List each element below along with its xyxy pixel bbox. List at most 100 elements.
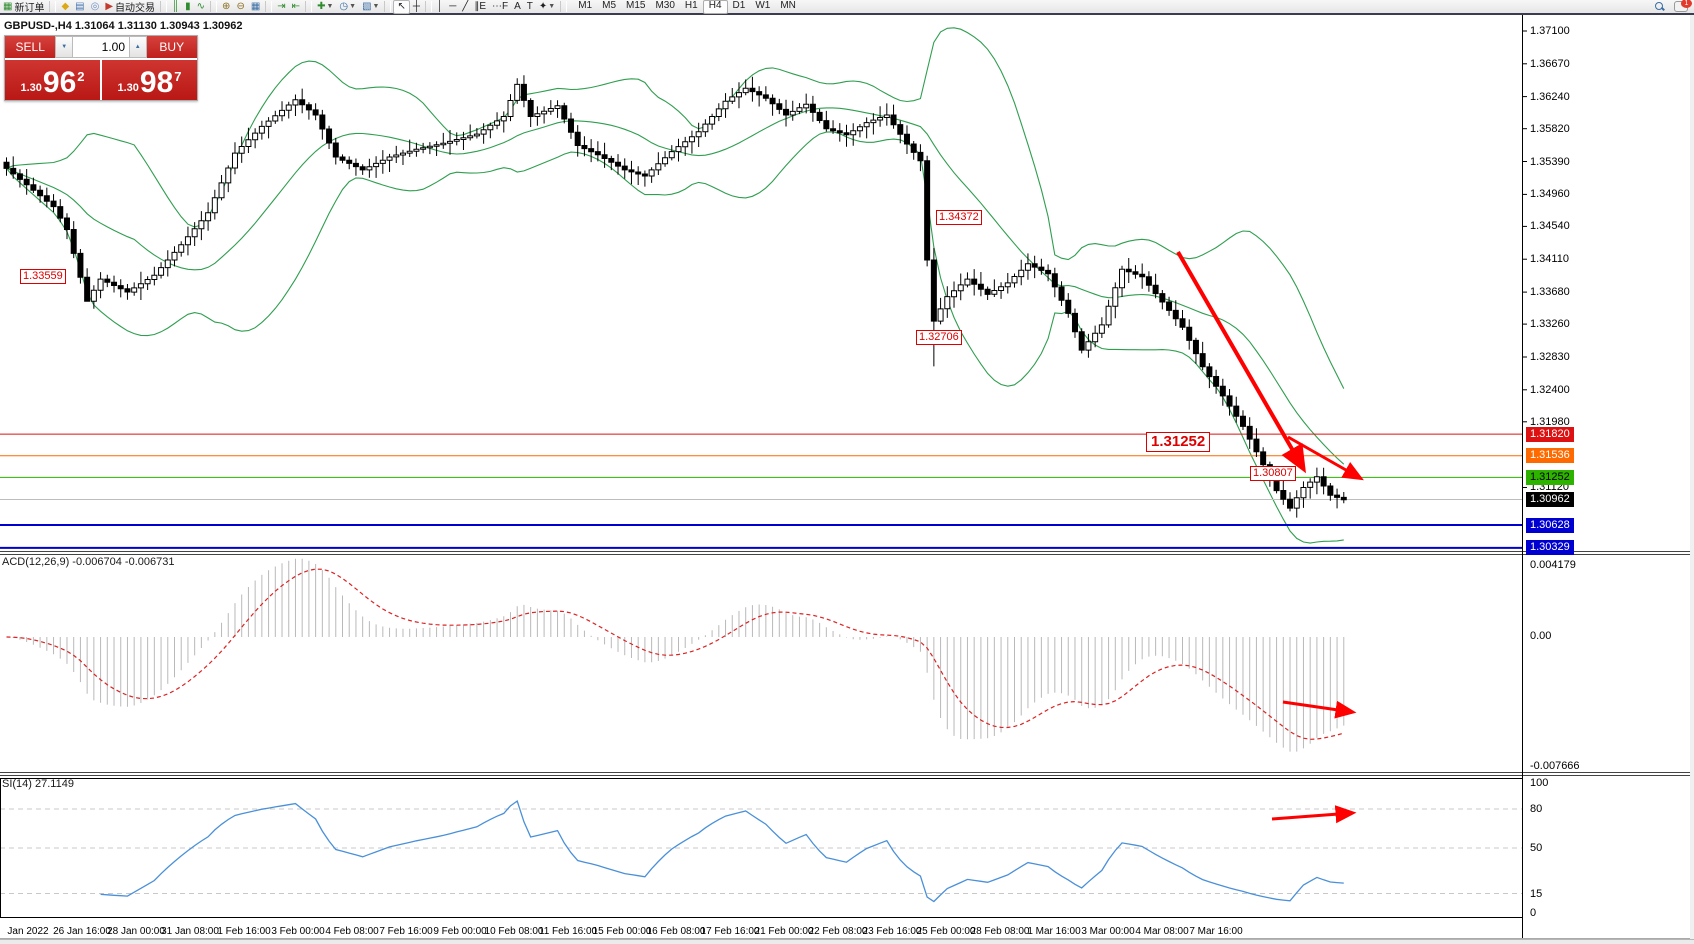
- timeframe-m15-button[interactable]: M15: [626, 0, 646, 11]
- toolbar-right: 1: [1655, 0, 1692, 12]
- crosshair-button[interactable]: ┼: [410, 1, 423, 13]
- text-button[interactable]: A: [511, 1, 524, 13]
- time-axis-label: 9 Feb 00:00: [433, 926, 487, 937]
- price-annotation[interactable]: 1.33559: [20, 269, 66, 284]
- chart-bars-button[interactable]: ║: [169, 1, 182, 13]
- volume-increase-button[interactable]: ▲: [129, 36, 147, 58]
- chart-bars-button-glyph: ║: [172, 0, 180, 12]
- rsi-axis-value: 80: [1530, 803, 1543, 815]
- toolbar-separator: [560, 1, 568, 12]
- timeframe-mn-button[interactable]: MN: [780, 0, 796, 11]
- new-order-button[interactable]: ▦ 新订单: [0, 0, 47, 15]
- rsi-indicator-label: SI(14) 27.1149: [2, 778, 74, 790]
- new-order-button-glyph: ▦: [3, 0, 13, 12]
- add-indicator-button-dropdown[interactable]: ▼: [326, 3, 334, 10]
- new-order-button-label: 新订单: [14, 3, 45, 14]
- fibonacci-button[interactable]: ⋯F: [489, 1, 511, 13]
- timeframe-m30-button[interactable]: M30: [655, 0, 675, 11]
- unread-count-badge: 1: [1681, 0, 1692, 8]
- time-axis-label: 31 Jan 08:00: [161, 926, 219, 937]
- buy-price-button[interactable]: 1.30 98 7: [102, 60, 197, 100]
- time-axis-label: 7 Mar 16:00: [1189, 926, 1243, 937]
- alerts-icon[interactable]: ◆: [58, 1, 72, 13]
- signals-icon[interactable]: ◎: [88, 1, 103, 13]
- auto-scroll-button[interactable]: ⇤: [289, 1, 303, 13]
- cursor-button[interactable]: ↖: [393, 0, 410, 14]
- vline-button[interactable]: │: [434, 1, 446, 13]
- time-axis-label: 7 Feb 16:00: [379, 926, 433, 937]
- period-button-dropdown[interactable]: ▼: [349, 3, 357, 10]
- vline-button-glyph: │: [436, 0, 444, 12]
- mailbox-icon-glyph: ▤: [75, 0, 85, 12]
- label-button[interactable]: T: [524, 1, 536, 13]
- timeframe-toolbar: M1 M5 M15 M30 H1 H4 D1 W1 MN: [573, 0, 801, 14]
- text-button-glyph: A: [514, 0, 521, 12]
- template-button[interactable]: ▧ ▼: [359, 1, 382, 13]
- trend-arrows[interactable]: [1176, 250, 1364, 824]
- autotrade-button-glyph: ▶: [105, 0, 114, 12]
- time-axis-label: 1 Mar 16:00: [1027, 926, 1081, 937]
- price-line-badge: 1.30962: [1526, 492, 1574, 508]
- timeframe-m5-button[interactable]: M5: [602, 0, 617, 11]
- chart-line-button[interactable]: ∿: [194, 1, 208, 13]
- mailbox-icon[interactable]: ▤: [72, 1, 87, 13]
- bottom-strip: [0, 939, 1694, 944]
- template-button-dropdown[interactable]: ▼: [372, 3, 380, 10]
- time-axis-label: 28 Jan 00:00: [107, 926, 165, 937]
- macd-axis-value: 0.00: [1530, 630, 1552, 642]
- auto-scroll-button-glyph: ⇤: [291, 0, 301, 12]
- volume-input[interactable]: [73, 36, 129, 58]
- channel-button[interactable]: ∥E: [471, 1, 489, 13]
- cursor-button-glyph: ↖: [397, 0, 406, 12]
- arrows-button-dropdown[interactable]: ▼: [548, 3, 556, 10]
- timeframe-d1-button[interactable]: D1: [732, 0, 746, 11]
- sell-price-main: 96: [42, 66, 77, 99]
- trendline-button[interactable]: ╱: [459, 1, 471, 13]
- tile-windows-button[interactable]: ▦: [248, 1, 263, 13]
- time-axis-label: 21 Feb 00:00: [754, 926, 814, 937]
- rsi-plot: [0, 799, 1522, 903]
- chart-shift-button[interactable]: ⇥: [274, 1, 288, 13]
- add-indicator-button[interactable]: ✚ ▼: [314, 1, 336, 13]
- timeframe-m1-button[interactable]: M1: [578, 0, 593, 11]
- bollinger-bands: [6, 27, 1345, 544]
- search-icon[interactable]: [1655, 2, 1664, 11]
- zoom-in-button[interactable]: ⊕: [219, 1, 233, 13]
- macd-plot: [6, 558, 1345, 752]
- one-click-trading-panel: GBPUSD-,H4 1.31064 1.31130 1.30943 1.309…: [4, 20, 243, 101]
- price-line-badge: 1.31252: [1526, 469, 1574, 485]
- period-button[interactable]: ◷ ▼: [336, 1, 359, 13]
- price-line-badge: 1.31820: [1526, 426, 1574, 442]
- price-annotation[interactable]: 1.30807: [1250, 466, 1296, 481]
- right-edge-strip: [1690, 14, 1694, 944]
- fibonacci-button-glyph: ⋯F: [491, 0, 509, 12]
- add-indicator-button-glyph: ✚: [317, 0, 326, 12]
- zoom-out-button[interactable]: ⊖: [233, 1, 247, 13]
- price-line-badge: 1.31536: [1526, 448, 1574, 464]
- chat-icon[interactable]: 1: [1674, 0, 1692, 12]
- price-annotation[interactable]: 1.34372: [936, 210, 982, 225]
- time-axis-label: 11 Feb 16:00: [538, 926, 598, 937]
- arrows-button[interactable]: ✦ ▼: [536, 1, 558, 13]
- price-annotation[interactable]: 1.32706: [916, 330, 962, 345]
- time-axis-label: 25 Feb 00:00: [916, 926, 976, 937]
- sell-button[interactable]: SELL: [5, 36, 56, 58]
- candlesticks: [3, 75, 1347, 518]
- buy-button[interactable]: BUY: [146, 36, 197, 58]
- autotrade-button[interactable]: ▶ 自动交易: [102, 0, 158, 15]
- price-tick: 1.37100: [1530, 25, 1570, 37]
- timeframe-h1-button[interactable]: H1: [684, 0, 698, 11]
- timeframe-w1-button[interactable]: W1: [755, 0, 771, 11]
- timeframe-h4-button[interactable]: H4: [702, 0, 728, 14]
- sell-price-button[interactable]: 1.30 96 2: [5, 60, 102, 100]
- toolbar: ▦ 新订单 ◆ ▤ ◎ ▶ 自动交易 ║ ▮ ∿ ⊕ ⊖ ▦ ⇥ ⇤ ✚ ▼ ◷ ▼ ▧ ▼ ↖ ┼ │ ─ ╱ ∥E ⋯F A T ✦ ▼ …: [0, 0, 1694, 15]
- chart-candles-button[interactable]: ▮: [182, 1, 194, 13]
- time-axis-label: 28 Feb 08:00: [970, 926, 1030, 937]
- price-annotation[interactable]: 1.31252: [1146, 432, 1211, 452]
- volume-decrease-button[interactable]: ▼: [55, 36, 73, 58]
- price-tick: 1.31980: [1530, 415, 1570, 428]
- toolbar-separator: [160, 1, 168, 12]
- hline-button[interactable]: ─: [446, 1, 459, 13]
- sell-price-pip: 2: [77, 69, 85, 84]
